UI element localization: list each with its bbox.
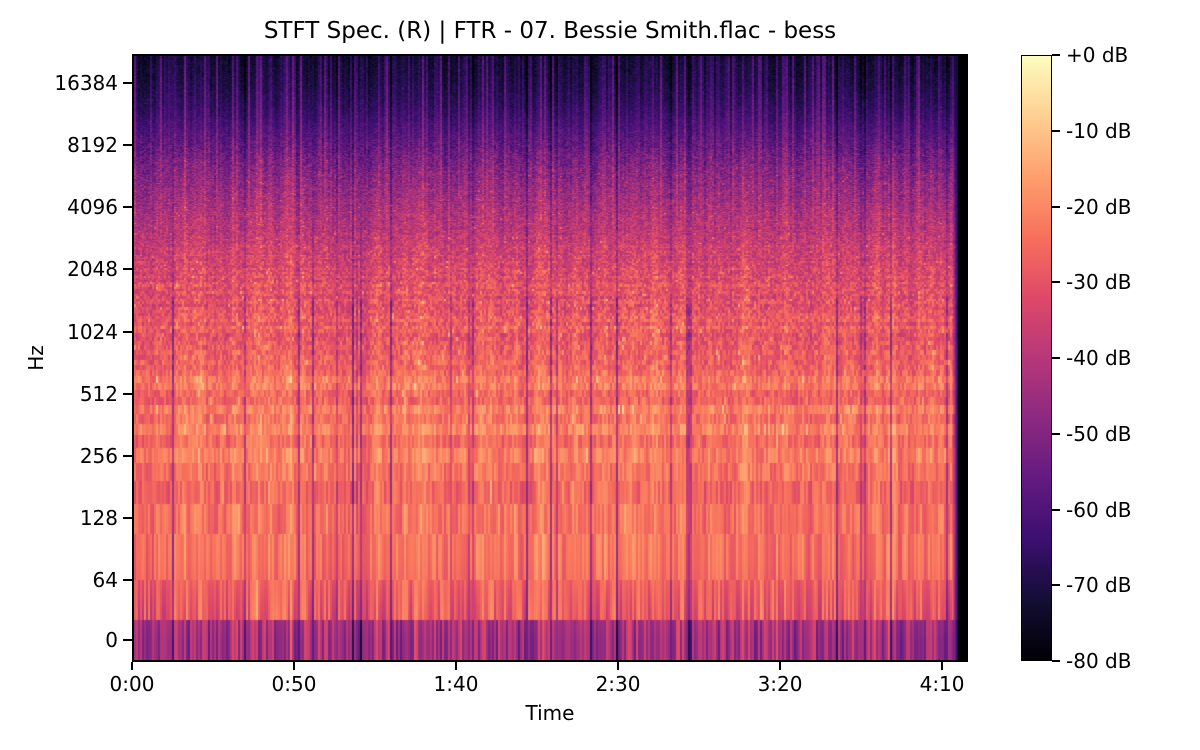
x-axis-label: Time xyxy=(525,701,575,725)
x-tick-mark xyxy=(293,662,295,670)
colorbar-tick-label: -30 dB xyxy=(1066,270,1132,295)
colorbar-tick-mark xyxy=(1052,660,1060,662)
x-tick-mark xyxy=(779,662,782,670)
colorbar-tick-label: -60 dB xyxy=(1066,497,1132,522)
colorbar-tick-label: -80 dB xyxy=(1066,649,1132,673)
colorbar-tick-label: -70 dB xyxy=(1066,573,1132,598)
y-tick-mark xyxy=(123,516,132,519)
x-tick-label: 1:40 xyxy=(433,672,479,696)
y-tick-mark xyxy=(123,82,132,85)
x-tick-label: 0:50 xyxy=(271,672,317,696)
y-tick-mark xyxy=(123,392,132,395)
colorbar-gradient xyxy=(1022,56,1051,660)
x-tick-mark xyxy=(941,662,944,670)
x-tick-label: 2:30 xyxy=(595,672,641,696)
y-tick-label: 1024 xyxy=(67,319,118,344)
colorbar-tick-label: -40 dB xyxy=(1066,346,1132,370)
colorbar-tick-label: +0 dB xyxy=(1066,43,1129,67)
y-tick-label: 128 xyxy=(79,505,118,530)
x-tick-label: 0:00 xyxy=(109,672,155,696)
y-tick-label: 64 xyxy=(92,567,118,592)
x-tick-label: 4:10 xyxy=(919,672,965,696)
x-tick-mark xyxy=(455,662,458,670)
x-tick-mark xyxy=(131,662,133,670)
colorbar-tick-mark xyxy=(1052,584,1060,587)
colorbar-tick-label: -50 dB xyxy=(1066,421,1132,446)
y-tick-mark xyxy=(123,144,132,147)
y-tick-mark xyxy=(123,638,132,641)
y-tick-mark xyxy=(123,330,132,333)
y-tick-label: 4096 xyxy=(67,195,118,220)
colorbar-tick-mark xyxy=(1052,54,1060,56)
y-tick-mark xyxy=(123,578,132,581)
colorbar-tick-mark xyxy=(1052,129,1060,132)
y-tick-label: 2048 xyxy=(67,257,118,282)
y-tick-label: 0 xyxy=(105,627,118,652)
y-tick-label: 512 xyxy=(79,381,118,406)
colorbar xyxy=(1021,55,1052,661)
x-tick-mark xyxy=(617,662,620,670)
y-tick-label: 16384 xyxy=(54,71,118,96)
colorbar-tick-mark xyxy=(1052,205,1060,208)
colorbar-tick-mark xyxy=(1052,508,1060,511)
plot-area xyxy=(132,54,968,662)
colorbar-tick-label: -20 dB xyxy=(1066,194,1132,219)
y-tick-mark xyxy=(123,454,132,457)
y-tick-mark xyxy=(123,206,132,209)
y-tick-label: 8192 xyxy=(67,133,118,158)
colorbar-tick-label: -10 dB xyxy=(1066,118,1132,143)
colorbar-tick-mark xyxy=(1052,281,1060,284)
y-tick-mark xyxy=(123,268,132,271)
x-tick-label: 3:20 xyxy=(757,672,803,696)
y-tick-label: 256 xyxy=(79,443,118,468)
chart-title: STFT Spec. (R) | FTR - 07. Bessie Smith.… xyxy=(263,18,837,44)
colorbar-tick-mark xyxy=(1052,357,1060,359)
colorbar-tick-mark xyxy=(1052,432,1060,435)
spectrogram-heatmap xyxy=(132,54,968,662)
